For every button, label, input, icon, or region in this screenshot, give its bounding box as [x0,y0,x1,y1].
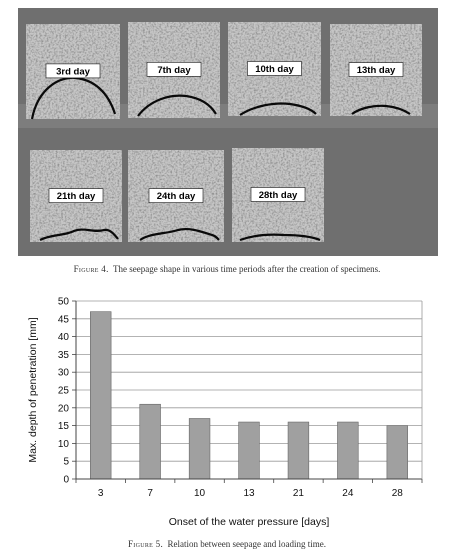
figure-5-caption-prefix: Figure 5. [128,539,164,549]
chart-x-tick-label: 3 [98,488,104,499]
chart-y-tick-label: 10 [58,439,70,450]
chart-x-ticks: 3 7 10 13 21 24 28 [75,479,423,499]
seepage-curve [351,104,411,115]
seepage-curve [39,228,119,241]
chart-x-tick-label: 24 [342,488,354,499]
figure-4-caption-text: The seepage shape in various time period… [112,264,381,274]
chart-x-tick-label: 21 [293,488,305,499]
chart-x-tick-label: 28 [392,488,404,499]
chart-bar [238,421,260,480]
chart-bar [287,421,310,480]
chart-x-axis-label: Onset of the water pressure [days] [169,516,330,528]
chart-y-tick-label: 35 [58,350,70,361]
specimen-block: 3rd day [26,24,120,120]
chart-bars [90,311,408,480]
seepage-curve [139,227,220,241]
chart-y-axis-label: Max. depth of penetration [mm] [27,317,39,462]
specimen-day-label: 7th day [157,65,191,76]
chart-y-tick-label: 50 [58,297,70,308]
specimen-day-label: 13th day [357,65,396,76]
specimen-block: 13th day [330,24,422,116]
chart-bar [139,403,161,480]
seepage-curve [137,94,217,117]
specimen-block: 10th day [228,22,321,116]
figure-5-caption: Figure 5. Relation between seepage and l… [0,539,454,549]
chart-y-tick-label: 20 [58,403,70,414]
chart-x-tick-label: 13 [243,488,255,499]
specimen-block: 24th day [128,150,224,242]
chart-y-tick-label: 45 [58,314,70,325]
seepage-curve [239,233,321,242]
figure-5-caption-text: Relation between seepage and loading tim… [167,539,326,549]
specimen-day-label: 3rd day [56,66,91,77]
chart-x-tick-label: 10 [194,488,206,499]
specimen-day-label: 21th day [57,191,96,202]
specimen-day-label: 24th day [157,191,196,202]
figure-4-caption-prefix: Figure 4. [73,264,109,274]
chart-y-ticks: 0 5 10 15 20 25 30 35 40 45 50 [58,297,76,486]
chart-y-tick-label: 15 [58,421,70,432]
seepage-bar-chart: 0 5 10 15 20 25 30 35 40 45 50 3 7 10 13 21 24 28 Max. d… [27,297,423,528]
specimen-block: 28th day [232,148,324,242]
chart-y-tick-label: 5 [63,457,69,468]
chart-bar [188,418,211,480]
seepage-curve [239,102,317,116]
figure-4-caption: Figure 4. The seepage shape in various t… [0,264,454,274]
specimen-day-label: 10th day [255,64,294,75]
chart-bar [386,425,408,480]
chart-bar [90,311,112,480]
specimen-block: 7th day [128,22,220,118]
chart-y-tick-label: 25 [58,386,70,397]
chart-bar [337,421,359,480]
specimen-day-label: 28th day [259,190,298,201]
specimen-photo: 3rd day 7th day 10th day 13th day 21th day 24… [18,8,438,256]
chart-y-tick-label: 30 [58,368,70,379]
chart-y-tick-label: 0 [63,475,69,486]
chart-y-tick-label: 40 [58,332,70,343]
chart-gridlines [76,300,422,462]
chart-x-tick-label: 7 [147,488,153,499]
specimen-block: 21th day [30,150,122,242]
